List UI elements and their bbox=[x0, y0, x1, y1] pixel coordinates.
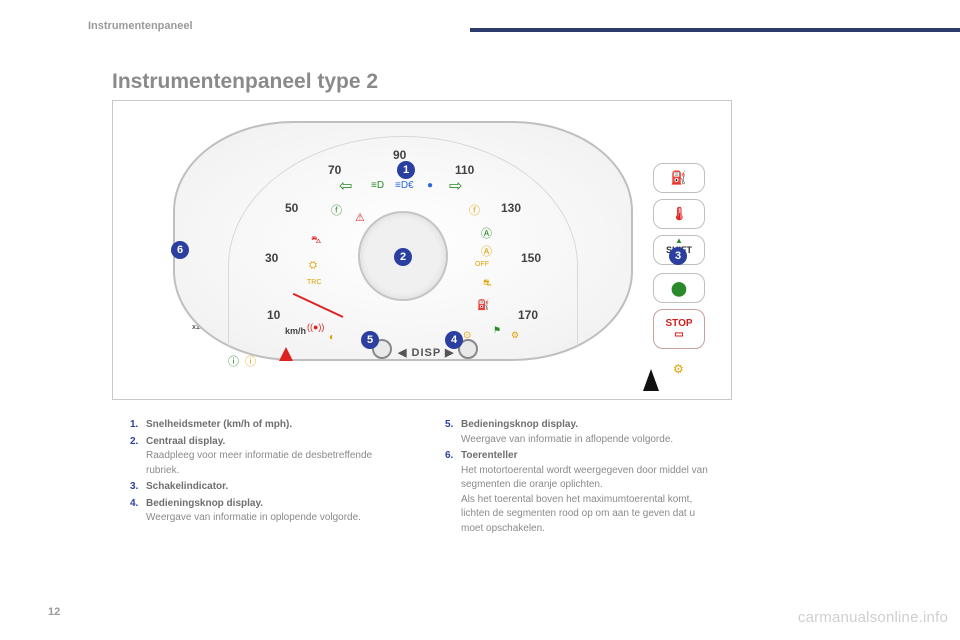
warning-icon: ⇨ bbox=[449, 179, 462, 195]
legend-body: Toerenteller Het motortoerental wordt wee… bbox=[461, 449, 720, 536]
legend-title: Snelheidsmeter (km/h of mph). bbox=[146, 419, 292, 430]
warning-icon: ⚠ bbox=[355, 213, 365, 224]
warning-icon: ◐ bbox=[329, 333, 335, 343]
warning-icon: Ⓐ bbox=[481, 229, 492, 240]
legend-body: Centraal display. Raadpleeg voor meer inf… bbox=[146, 435, 405, 479]
temp-icon: 🌡 bbox=[671, 206, 688, 222]
legend-number: 6. bbox=[445, 449, 461, 536]
temp-warning-pill: 🌡 bbox=[653, 199, 705, 229]
page-number: 12 bbox=[48, 606, 60, 618]
warning-icon: ≡D bbox=[371, 181, 384, 191]
warning-icon: ⓕ bbox=[331, 206, 342, 217]
warning-icon: ⚙ bbox=[673, 363, 684, 375]
speed-tick: 30 bbox=[265, 251, 278, 265]
figure-legend: 1.Snelheidsmeter (km/h of mph).2.Centraa… bbox=[130, 418, 720, 538]
warning-icon: Ⓐ bbox=[481, 247, 492, 258]
legend-body: Schakelindicator. bbox=[146, 480, 405, 495]
callout-bubble-3: 3 bbox=[669, 247, 687, 265]
shift-up-icon: ▲ bbox=[675, 237, 683, 244]
disp-label: ◀ DISP ▶ bbox=[398, 346, 455, 359]
needle-pointer-icon bbox=[279, 347, 293, 361]
callout-bubble-2: 2 bbox=[394, 248, 412, 266]
warning-icon: ⇦ bbox=[339, 179, 352, 195]
legend-description: Weergave van informatie in oplopende vol… bbox=[146, 511, 405, 526]
legend-number: 1. bbox=[130, 418, 146, 433]
warning-icon: ● bbox=[427, 181, 433, 191]
legend-item: 2.Centraal display. Raadpleeg voor meer i… bbox=[130, 435, 405, 479]
legend-description: Weergave van informatie in aflopende vol… bbox=[461, 433, 720, 448]
page-title: Instrumentenpaneel type 2 bbox=[112, 70, 378, 94]
warning-icon: ((●)) bbox=[307, 323, 324, 332]
legend-number: 2. bbox=[130, 435, 146, 479]
speed-tick: 150 bbox=[521, 251, 541, 265]
legend-item: 3.Schakelindicator. bbox=[130, 480, 405, 495]
warning-icon: OFF bbox=[475, 261, 489, 268]
warning-icon: ⛐ bbox=[483, 279, 492, 289]
pointer-icon bbox=[643, 369, 659, 391]
legend-description: Als het toerental boven het maximumtoere… bbox=[461, 493, 720, 537]
warning-icon: ⛍ bbox=[311, 236, 321, 246]
stop-warning-pill: STOP ▭ bbox=[653, 309, 705, 349]
legend-item: 5.Bedieningsknop display. Weergave van in… bbox=[445, 418, 720, 447]
callout-bubble-4: 4 bbox=[445, 331, 463, 349]
legend-column-left: 1.Snelheidsmeter (km/h of mph).2.Centraa… bbox=[130, 418, 405, 538]
legend-body: Bedieningsknop display. Weergave van info… bbox=[461, 418, 720, 447]
legend-description: Raadpleeg voor meer informatie de desbet… bbox=[146, 449, 405, 478]
callout-bubble-6: 6 bbox=[171, 241, 189, 259]
speed-tick: 110 bbox=[455, 163, 474, 177]
legend-item: 6.Toerenteller Het motortoerental wordt w… bbox=[445, 449, 720, 536]
legend-title: Centraal display. bbox=[146, 436, 225, 447]
warning-icon: ⚑ bbox=[493, 326, 501, 335]
speed-tick: 130 bbox=[501, 201, 521, 215]
source-watermark: carmanualsonline.info bbox=[798, 609, 948, 626]
legend-description: Het motortoerental wordt weergegeven doo… bbox=[461, 464, 720, 493]
legend-item: 1.Snelheidsmeter (km/h of mph). bbox=[130, 418, 405, 433]
warning-icon: ⓘ bbox=[228, 357, 239, 368]
header-rule bbox=[470, 28, 960, 32]
battery-icon: ▭ bbox=[674, 329, 683, 340]
legend-title: Bedieningsknop display. bbox=[146, 498, 263, 509]
legend-title: Bedieningsknop display. bbox=[461, 419, 578, 430]
legend-column-right: 5.Bedieningsknop display. Weergave van in… bbox=[445, 418, 720, 538]
warning-icon: ⛭ bbox=[309, 261, 317, 271]
legend-number: 5. bbox=[445, 418, 461, 447]
callout-bubble-5: 5 bbox=[361, 331, 379, 349]
speed-unit-label: km/h bbox=[285, 326, 306, 336]
legend-title: Schakelindicator. bbox=[146, 481, 228, 492]
speed-tick: 10 bbox=[267, 308, 280, 322]
speed-tick: 170 bbox=[518, 308, 538, 322]
oil-warning-pill: ⛽ bbox=[653, 163, 705, 193]
warning-icon: ⊙ bbox=[463, 331, 471, 341]
header-section-label: Instrumentenpaneel bbox=[88, 20, 193, 32]
eco-icon: ⬤ bbox=[671, 280, 687, 297]
legend-body: Snelheidsmeter (km/h of mph). bbox=[146, 418, 405, 433]
speed-tick: 90 bbox=[393, 148, 406, 162]
legend-number: 4. bbox=[130, 497, 146, 526]
warning-icon: ⛽ bbox=[477, 301, 489, 311]
legend-body: Bedieningsknop display. Weergave van info… bbox=[146, 497, 405, 526]
warning-icon: ⚙ bbox=[511, 331, 519, 340]
legend-title: Toerenteller bbox=[461, 450, 518, 461]
warning-icon: ⓕ bbox=[469, 206, 480, 217]
oil-icon: ⛽ bbox=[671, 170, 687, 186]
warning-icon: ⓘ bbox=[245, 357, 256, 368]
legend-number: 3. bbox=[130, 480, 146, 495]
speed-tick: 70 bbox=[328, 163, 341, 177]
warning-icon: TRC bbox=[307, 279, 321, 286]
warning-icon: ≡D€ bbox=[395, 181, 414, 191]
dashboard-figure: 1 2 3 4 5 6 7 x1000 t/min 10305070901101… bbox=[112, 100, 732, 400]
callout-bubble-1: 1 bbox=[397, 161, 415, 179]
eco-pill: ⬤ bbox=[653, 273, 705, 303]
stop-label: STOP bbox=[665, 318, 692, 329]
speed-tick: 50 bbox=[285, 201, 298, 215]
legend-item: 4.Bedieningsknop display. Weergave van in… bbox=[130, 497, 405, 526]
page-header: Instrumentenpaneel bbox=[0, 18, 960, 40]
